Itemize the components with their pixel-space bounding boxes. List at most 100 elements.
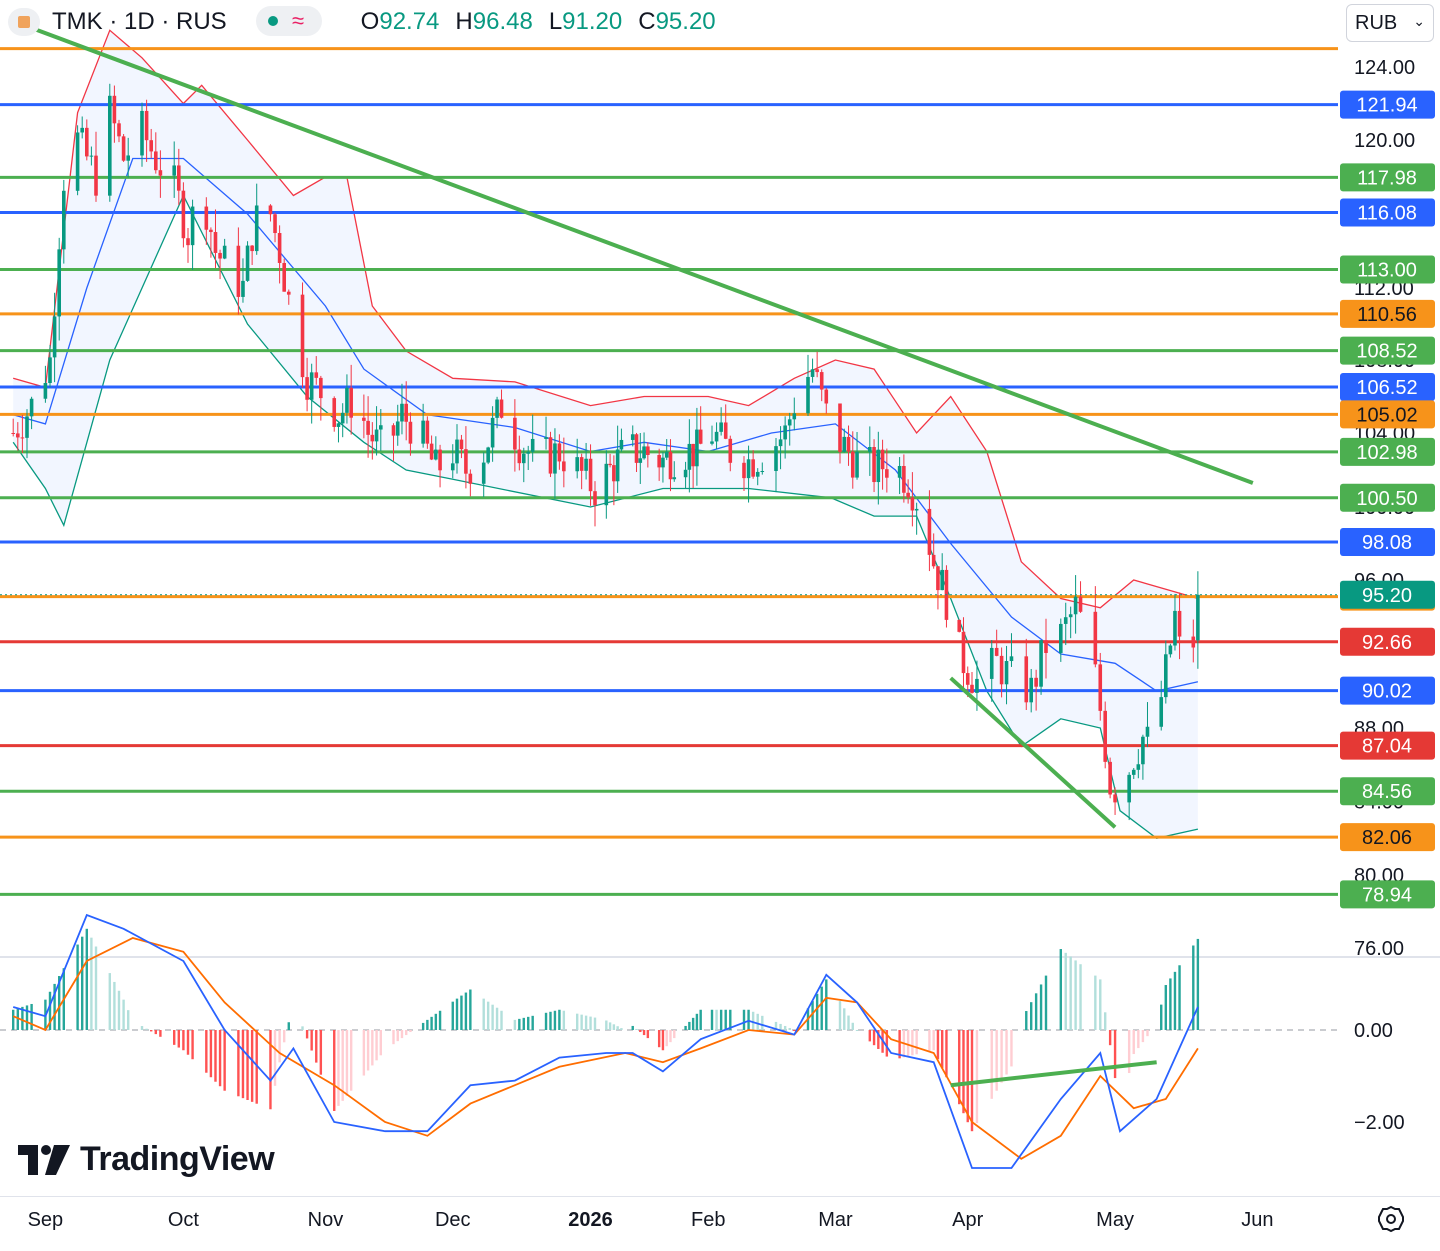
candle-body[interactable] bbox=[429, 443, 434, 460]
candle-body[interactable] bbox=[815, 369, 819, 373]
candle-body[interactable] bbox=[204, 206, 209, 230]
candle-body[interactable] bbox=[236, 245, 241, 297]
candle-body[interactable] bbox=[723, 422, 728, 439]
candle-body[interactable] bbox=[11, 433, 15, 434]
currency-select[interactable]: RUB ⌄ bbox=[1346, 4, 1434, 42]
trendline[interactable] bbox=[949, 676, 1117, 829]
candle-body[interactable] bbox=[846, 436, 851, 452]
candle-body[interactable] bbox=[1127, 774, 1131, 803]
candle-body[interactable] bbox=[481, 462, 486, 484]
candle-body[interactable] bbox=[630, 434, 635, 440]
candle-body[interactable] bbox=[593, 491, 597, 506]
candle-body[interactable] bbox=[642, 446, 646, 459]
candle-body[interactable] bbox=[914, 508, 919, 511]
candle-body[interactable] bbox=[1173, 610, 1177, 646]
candle-body[interactable] bbox=[755, 471, 760, 477]
candle-body[interactable] bbox=[254, 205, 259, 252]
candle-body[interactable] bbox=[742, 462, 746, 479]
settings-gear-icon[interactable] bbox=[1376, 1204, 1406, 1234]
candle-body[interactable] bbox=[404, 403, 408, 422]
candle-body[interactable] bbox=[927, 508, 932, 555]
candle-body[interactable] bbox=[850, 451, 855, 478]
candle-body[interactable] bbox=[305, 377, 309, 400]
candle-body[interactable] bbox=[370, 434, 375, 442]
candle-body[interactable] bbox=[1009, 656, 1014, 662]
candle-body[interactable] bbox=[619, 439, 624, 450]
candle-body[interactable] bbox=[186, 238, 190, 246]
trendline[interactable] bbox=[12, 19, 1254, 485]
candle-body[interactable] bbox=[75, 132, 80, 191]
candle-body[interactable] bbox=[612, 465, 616, 482]
candle-body[interactable] bbox=[144, 110, 149, 141]
candle-body[interactable] bbox=[486, 447, 490, 463]
market-status-pill[interactable]: ≈ bbox=[256, 6, 322, 36]
candle-body[interactable] bbox=[425, 420, 430, 444]
candle-body[interactable] bbox=[792, 413, 797, 420]
symbol-title[interactable]: TMK · 1D · RUS bbox=[52, 8, 227, 35]
candle-body[interactable] bbox=[438, 449, 442, 471]
candle-body[interactable] bbox=[557, 443, 562, 462]
candle-body[interactable] bbox=[584, 458, 588, 471]
candle-body[interactable] bbox=[751, 459, 755, 477]
candle-body[interactable] bbox=[126, 155, 130, 161]
candle-body[interactable] bbox=[366, 420, 370, 435]
candle-body[interactable] bbox=[842, 436, 847, 452]
candle-body[interactable] bbox=[885, 469, 889, 478]
candle-body[interactable] bbox=[672, 477, 677, 480]
candle-body[interactable] bbox=[1196, 594, 1200, 641]
candle-body[interactable] bbox=[455, 439, 459, 464]
candle-body[interactable] bbox=[434, 449, 438, 460]
candle-body[interactable] bbox=[154, 151, 158, 171]
candle-body[interactable] bbox=[876, 449, 881, 483]
candle-body[interactable] bbox=[43, 383, 48, 399]
candle-body[interactable] bbox=[245, 245, 250, 281]
candle-body[interactable] bbox=[20, 437, 25, 439]
candle-body[interactable] bbox=[695, 429, 699, 467]
candle-body[interactable] bbox=[112, 95, 117, 124]
candle-body[interactable] bbox=[868, 446, 872, 452]
candle-body[interactable] bbox=[468, 473, 473, 484]
candle-body[interactable] bbox=[286, 291, 291, 295]
candle-body[interactable] bbox=[379, 425, 383, 430]
candle-body[interactable] bbox=[1073, 596, 1078, 615]
candle-body[interactable] bbox=[994, 647, 999, 656]
candle-body[interactable] bbox=[94, 155, 98, 196]
candle-body[interactable] bbox=[241, 280, 245, 297]
candle-body[interactable] bbox=[1136, 764, 1141, 770]
candle-body[interactable] bbox=[16, 433, 20, 438]
candle-body[interactable] bbox=[282, 262, 286, 292]
candle-body[interactable] bbox=[774, 446, 778, 472]
candle-body[interactable] bbox=[459, 439, 464, 450]
candle-body[interactable] bbox=[52, 316, 57, 358]
candle-body[interactable] bbox=[961, 631, 966, 674]
candle-body[interactable] bbox=[1141, 736, 1145, 765]
candle-body[interactable] bbox=[880, 449, 885, 470]
candle-body[interactable] bbox=[277, 233, 282, 263]
candle-body[interactable] bbox=[588, 458, 593, 492]
candle-body[interactable] bbox=[499, 399, 504, 418]
candle-body[interactable] bbox=[1063, 617, 1068, 624]
candle-body[interactable] bbox=[783, 425, 787, 440]
candle-body[interactable] bbox=[872, 446, 876, 483]
candle-body[interactable] bbox=[121, 136, 126, 161]
candle-body[interactable] bbox=[177, 165, 181, 191]
candle-body[interactable] bbox=[1098, 664, 1103, 711]
candle-body[interactable] bbox=[464, 449, 468, 474]
candle-body[interactable] bbox=[668, 451, 673, 480]
candle-body[interactable] bbox=[1004, 661, 1009, 685]
candle-body[interactable] bbox=[902, 465, 906, 493]
candle-body[interactable] bbox=[85, 127, 89, 157]
candle-body[interactable] bbox=[526, 451, 531, 454]
candle-body[interactable] bbox=[970, 684, 974, 693]
candle-body[interactable] bbox=[1024, 656, 1029, 703]
candle-body[interactable] bbox=[975, 678, 979, 693]
candle-body[interactable] bbox=[1093, 611, 1098, 665]
candle-body[interactable] bbox=[548, 437, 553, 474]
candle-body[interactable] bbox=[1029, 677, 1033, 703]
candle-body[interactable] bbox=[1191, 636, 1196, 648]
candle-body[interactable] bbox=[181, 190, 186, 239]
candle-body[interactable] bbox=[698, 429, 703, 444]
candle-body[interactable] bbox=[746, 459, 751, 479]
candle-body[interactable] bbox=[634, 434, 639, 463]
